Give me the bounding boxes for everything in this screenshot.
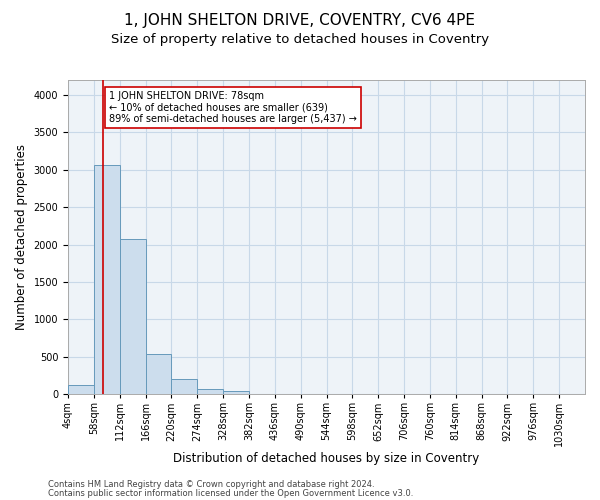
Text: Size of property relative to detached houses in Coventry: Size of property relative to detached ho… [111,32,489,46]
Text: Contains public sector information licensed under the Open Government Licence v3: Contains public sector information licen… [48,488,413,498]
X-axis label: Distribution of detached houses by size in Coventry: Distribution of detached houses by size … [173,452,479,465]
Text: Contains HM Land Registry data © Crown copyright and database right 2024.: Contains HM Land Registry data © Crown c… [48,480,374,489]
Bar [223,390,249,394]
Bar [94,164,120,394]
Bar [68,384,94,394]
Bar [120,240,146,394]
Y-axis label: Number of detached properties: Number of detached properties [15,144,28,330]
Bar [146,354,172,394]
Bar [172,378,197,394]
Text: 1, JOHN SHELTON DRIVE, COVENTRY, CV6 4PE: 1, JOHN SHELTON DRIVE, COVENTRY, CV6 4PE [125,12,476,28]
Text: 1 JOHN SHELTON DRIVE: 78sqm
← 10% of detached houses are smaller (639)
89% of se: 1 JOHN SHELTON DRIVE: 78sqm ← 10% of det… [109,91,357,124]
Bar [197,388,223,394]
